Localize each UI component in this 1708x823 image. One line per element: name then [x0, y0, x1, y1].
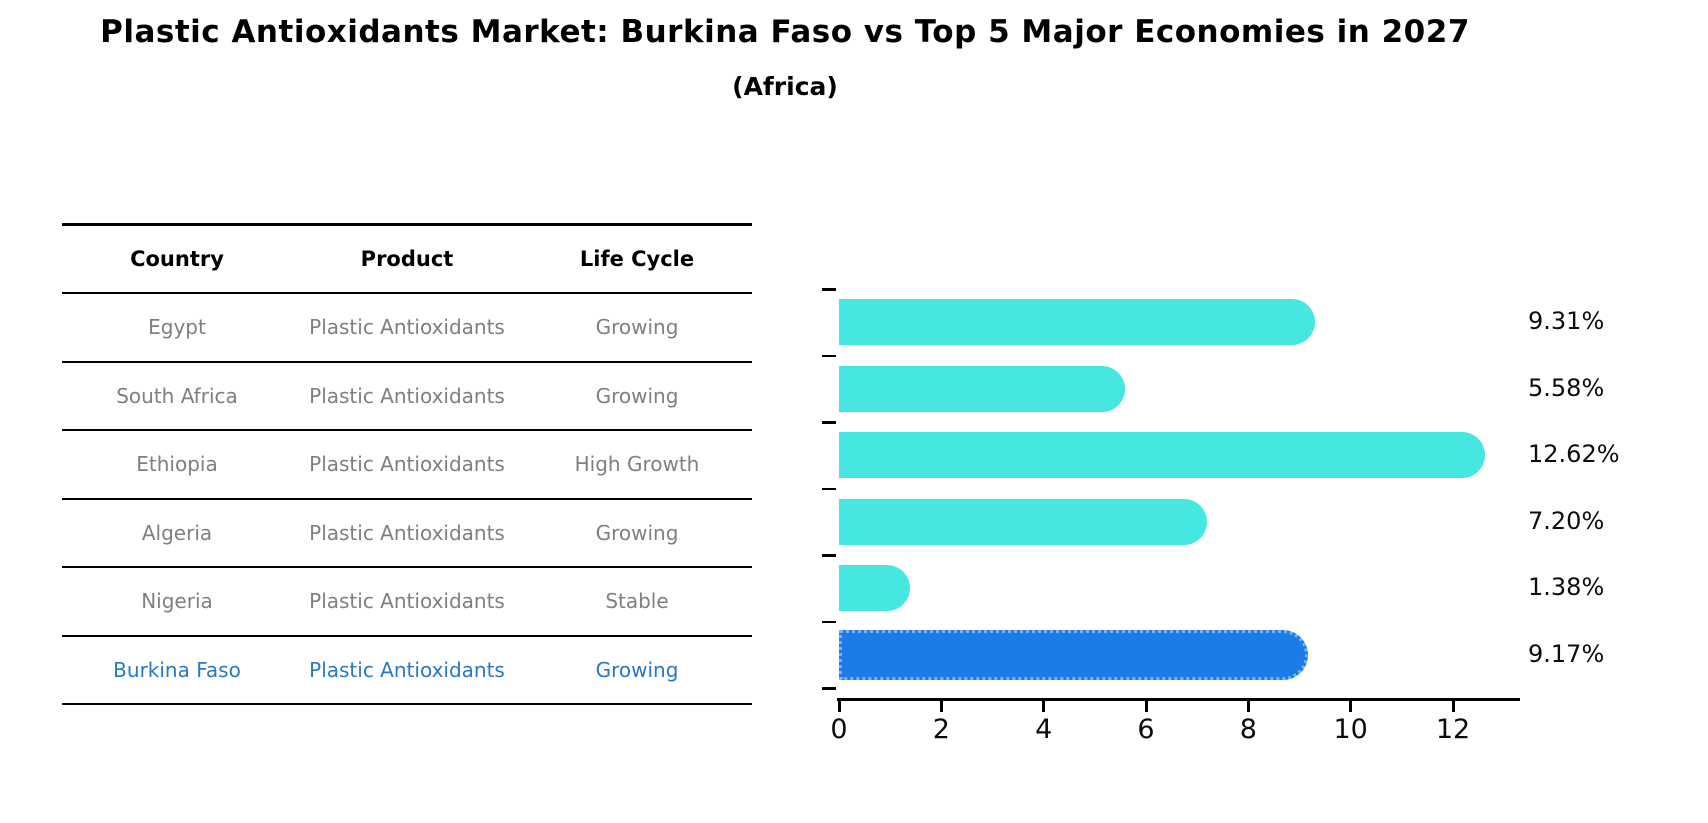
table-header-row: Country Product Life Cycle	[62, 226, 752, 294]
value-label-ethiopia: 12.62%	[1528, 440, 1620, 469]
bar-algeria	[839, 498, 1208, 545]
cell-product: Plastic Antioxidants	[309, 520, 505, 545]
x-tick-mark-2	[939, 700, 943, 712]
cell-life-cycle: Growing	[595, 315, 679, 340]
y-tick-dash-1	[822, 354, 836, 357]
cell-life-cycle: High Growth	[574, 452, 700, 477]
value-label-burkina-faso: 9.17%	[1528, 639, 1605, 668]
bar-ethiopia	[839, 432, 1485, 479]
x-tick-label-10: 10	[1333, 714, 1368, 745]
cell-country: South Africa	[116, 383, 238, 408]
y-tick-dash-3	[822, 487, 836, 490]
bar-nigeria	[839, 565, 910, 612]
chart-title: Plastic Antioxidants Market: Burkina Fas…	[100, 14, 1470, 50]
table-row-algeria: Algeria Plastic Antioxidants Growing	[62, 500, 752, 568]
country-info-table: Country Product Life Cycle Egypt Plastic …	[62, 223, 752, 705]
value-label-nigeria: 1.38%	[1528, 573, 1605, 602]
column-header-country: Country	[130, 247, 224, 271]
value-label-algeria: 7.20%	[1528, 506, 1605, 535]
cell-country: Ethiopia	[136, 452, 218, 477]
chart-subtitle: (Africa)	[732, 72, 838, 101]
x-tick-mark-0	[837, 700, 841, 712]
table-body: Egypt Plastic Antioxidants Growing South Af…	[62, 294, 752, 705]
y-tick-dash-5	[822, 620, 836, 623]
x-tick-label-0: 0	[830, 714, 848, 745]
table-row-ethiopia: Ethiopia Plastic Antioxidants High Growth	[62, 431, 752, 500]
cell-country: Algeria	[141, 520, 213, 545]
column-header-product: Product	[360, 247, 454, 271]
cell-product: Plastic Antioxidants	[309, 452, 505, 477]
cell-product: Plastic Antioxidants	[309, 315, 505, 340]
x-tick-label-4: 4	[1035, 714, 1053, 745]
y-tick-dash-6	[822, 687, 836, 690]
x-tick-mark-12	[1451, 700, 1455, 712]
bar-egypt	[839, 299, 1316, 346]
cell-product: Plastic Antioxidants	[309, 383, 505, 408]
table-row-burkina-faso: Burkina Faso Plastic Antioxidants Growing	[62, 637, 752, 705]
cell-country: Burkina Faso	[113, 657, 241, 682]
cell-life-cycle: Stable	[605, 589, 669, 614]
cell-life-cycle: Growing	[595, 520, 679, 545]
x-tick-mark-6	[1144, 700, 1148, 712]
x-tick-label-8: 8	[1239, 714, 1257, 745]
value-label-egypt: 9.31%	[1528, 307, 1605, 336]
cell-product: Plastic Antioxidants	[309, 657, 505, 682]
table-row-south-africa: South Africa Plastic Antioxidants Growing	[62, 363, 752, 431]
y-tick-dash-4	[822, 554, 836, 557]
x-tick-mark-4	[1042, 700, 1046, 712]
x-tick-label-6: 6	[1137, 714, 1155, 745]
cell-life-cycle: Growing	[595, 657, 679, 682]
table-row-nigeria: Nigeria Plastic Antioxidants Stable	[62, 568, 752, 637]
y-tick-dash-2	[822, 421, 836, 424]
table-row-egypt: Egypt Plastic Antioxidants Growing	[62, 294, 752, 363]
cell-country: Egypt	[148, 315, 206, 340]
column-header-life-cycle: Life Cycle	[579, 247, 695, 271]
x-tick-label-2: 2	[932, 714, 950, 745]
cell-product: Plastic Antioxidants	[309, 589, 505, 614]
bar-south-africa	[839, 365, 1125, 412]
bar-burkina-faso	[839, 629, 1309, 680]
y-tick-dash-0	[822, 288, 836, 291]
cell-life-cycle: Growing	[595, 383, 679, 408]
x-tick-label-12: 12	[1435, 714, 1471, 745]
x-tick-mark-8	[1246, 700, 1250, 712]
value-label-south-africa: 5.58%	[1528, 373, 1605, 402]
x-axis-line	[837, 698, 1520, 701]
cell-country: Nigeria	[141, 589, 213, 614]
x-tick-mark-10	[1349, 700, 1353, 712]
